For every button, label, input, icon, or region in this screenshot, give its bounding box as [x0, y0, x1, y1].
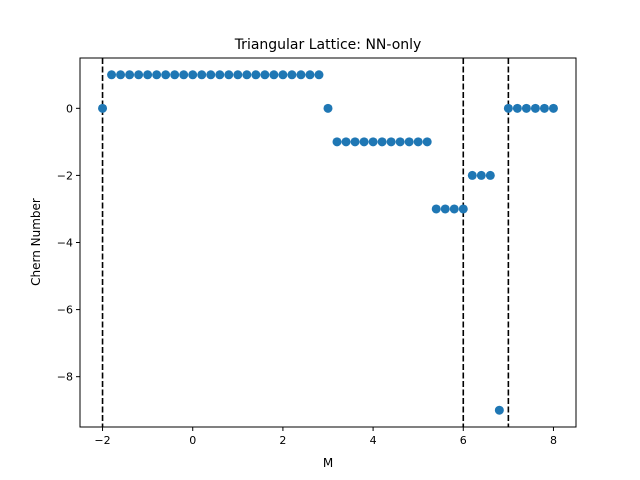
data-point: [251, 70, 261, 80]
data-point: [350, 137, 360, 147]
data-point: [386, 137, 396, 147]
data-point: [539, 103, 549, 113]
data-point: [107, 70, 117, 80]
data-point: [503, 103, 513, 113]
data-point: [233, 70, 243, 80]
x-axis-ticks: −2 0 2 4 6 8: [94, 427, 557, 447]
data-point: [116, 70, 126, 80]
data-point: [269, 70, 279, 80]
y-tick-label: −2: [57, 169, 73, 182]
x-axis-label: M: [323, 456, 333, 470]
data-point: [314, 70, 324, 80]
data-point: [332, 137, 342, 147]
x-tick-label: 4: [370, 434, 377, 447]
x-tick-label: 0: [189, 434, 196, 447]
data-point: [359, 137, 369, 147]
y-tick-label: −4: [57, 237, 73, 250]
data-point: [305, 70, 315, 80]
data-point: [134, 70, 144, 80]
x-tick-label: −2: [94, 434, 110, 447]
data-point: [467, 170, 477, 180]
data-point: [494, 405, 504, 415]
data-point: [521, 103, 531, 113]
data-point: [296, 70, 306, 80]
data-point: [260, 70, 270, 80]
data-point: [197, 70, 207, 80]
y-tick-label: −6: [57, 304, 73, 317]
data-point: [152, 70, 162, 80]
x-tick-label: 2: [279, 434, 286, 447]
data-point: [440, 204, 450, 214]
data-point: [215, 70, 225, 80]
data-point: [98, 103, 108, 113]
data-point: [395, 137, 405, 147]
data-point: [242, 70, 252, 80]
chart-title: Triangular Lattice: NN-only: [234, 37, 422, 53]
transition-lines: [101, 58, 510, 427]
data-point: [341, 137, 351, 147]
data-point: [548, 103, 558, 113]
y-axis-ticks: −8 −6 −4 −2 0: [57, 102, 80, 384]
data-point: [224, 70, 234, 80]
plot-area: [98, 58, 558, 427]
data-points: [98, 70, 558, 415]
x-tick-label: 6: [460, 434, 467, 447]
data-point: [431, 204, 441, 214]
data-point: [179, 70, 189, 80]
data-point: [512, 103, 522, 113]
data-point: [422, 137, 432, 147]
x-tick-label: 8: [550, 434, 557, 447]
data-point: [413, 137, 423, 147]
data-point: [278, 70, 288, 80]
data-point: [404, 137, 414, 147]
data-point: [170, 70, 180, 80]
data-point: [476, 170, 486, 180]
data-point: [368, 137, 378, 147]
y-tick-label: −8: [57, 371, 73, 384]
data-point: [530, 103, 540, 113]
data-point: [125, 70, 135, 80]
data-point: [206, 70, 216, 80]
data-point: [377, 137, 387, 147]
data-point: [449, 204, 459, 214]
data-point: [188, 70, 198, 80]
data-point: [161, 70, 171, 80]
data-point: [287, 70, 297, 80]
data-point: [458, 204, 468, 214]
data-point: [485, 170, 495, 180]
data-point: [143, 70, 153, 80]
data-point: [323, 103, 333, 113]
y-tick-label: 0: [66, 102, 73, 115]
y-axis-label: Chern Number: [29, 198, 43, 286]
